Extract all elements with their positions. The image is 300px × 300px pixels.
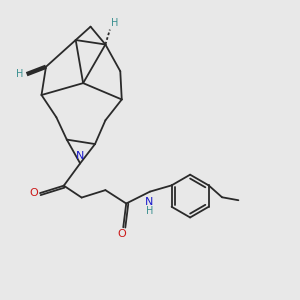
Text: O: O [29,188,38,198]
Text: H: H [146,206,153,216]
Text: O: O [117,229,126,239]
Text: N: N [76,151,84,161]
Text: H: H [16,69,23,79]
Text: H: H [111,18,119,28]
Text: N: N [145,197,154,207]
